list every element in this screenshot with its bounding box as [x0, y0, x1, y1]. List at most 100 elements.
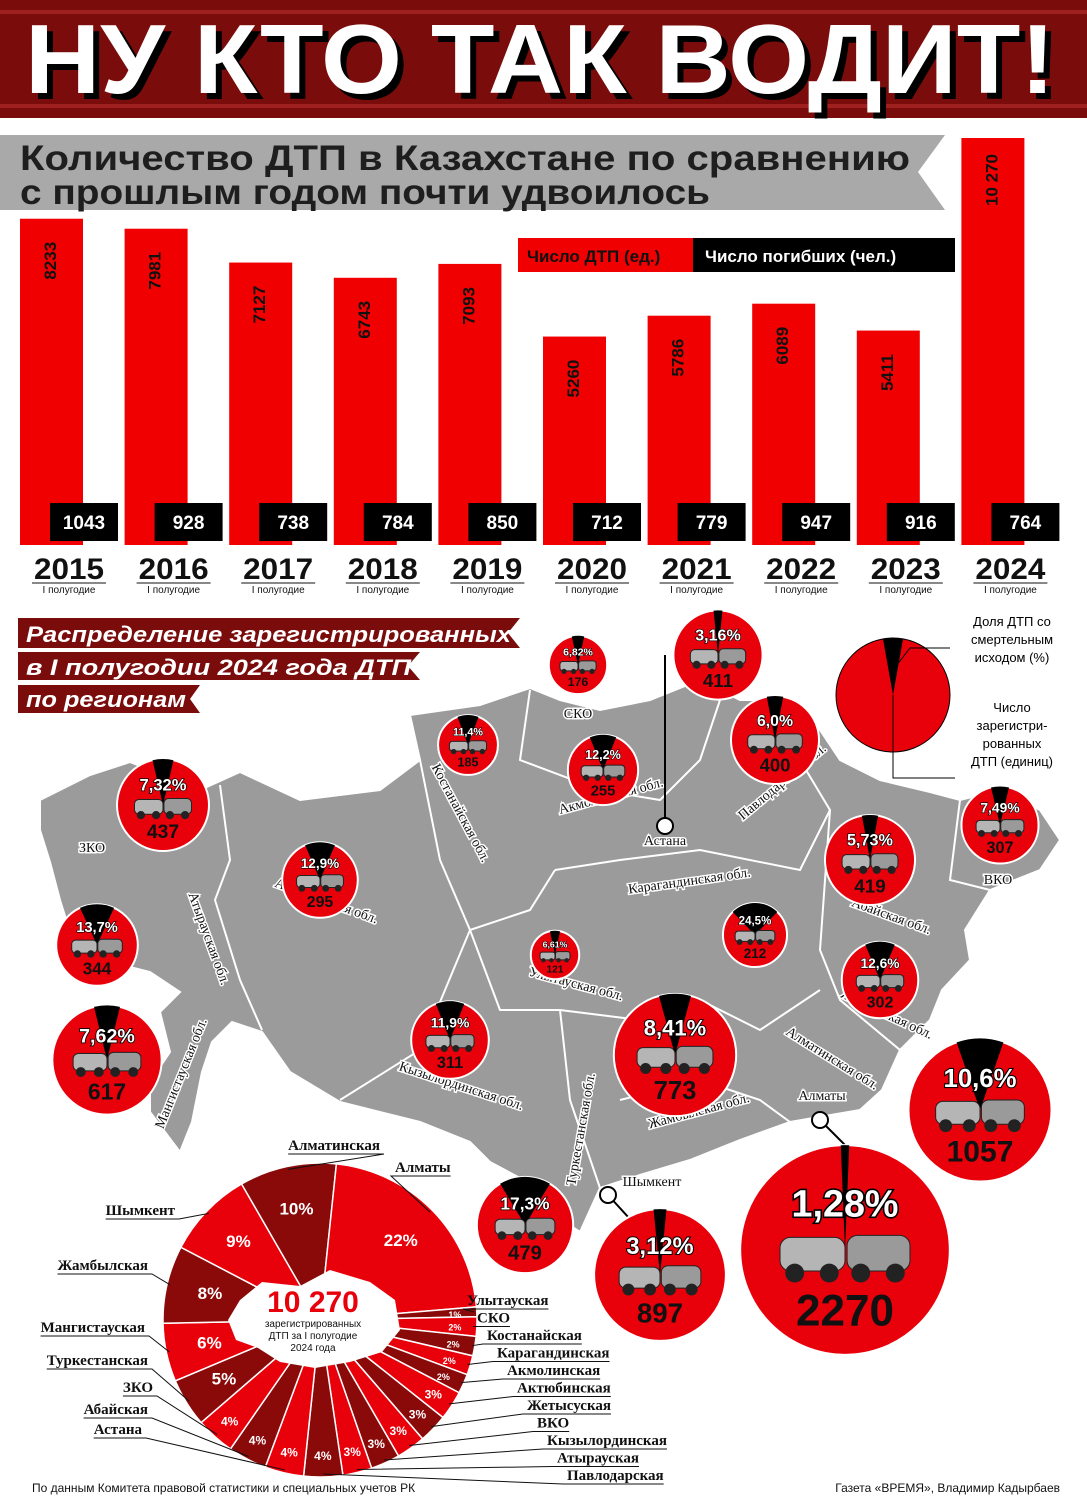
pie-category-label: Жамбылская — [58, 1258, 149, 1274]
x-tick-note: I полугодие — [356, 585, 409, 596]
car-wheel — [579, 668, 586, 675]
car — [603, 764, 626, 778]
region-marker: 7,49% 307 — [960, 785, 1040, 865]
fatal-share-wedge — [840, 1145, 850, 1250]
x-tick-label: 2019 — [452, 553, 522, 586]
fatal-share-wedge — [435, 1001, 465, 1040]
footer-source: По данным Комитета правовой статистики и… — [32, 1481, 415, 1495]
subtitle-line: Количество ДТП в Казахстане по сравнению — [20, 139, 910, 178]
region-share: 7,32% — [140, 775, 187, 794]
map-title: по регионам — [26, 687, 186, 712]
legend-swatch — [693, 238, 955, 272]
footer-credit: Газета «ВРЕМЯ», Владимир Кадырбаев — [835, 1481, 1060, 1495]
x-tick-note: I полугодие — [147, 585, 200, 596]
legend-leader — [892, 695, 955, 779]
car — [578, 660, 597, 672]
pie-leader — [46, 1368, 190, 1402]
car-wheel — [885, 1263, 905, 1283]
bar — [229, 262, 293, 545]
pie-value-label: 3% — [425, 1388, 443, 1402]
fatal-share-wedge — [571, 635, 585, 665]
region-count: 344 — [83, 958, 112, 978]
map-legend: Доля ДТП со смертельным исходом (%) Числ… — [835, 614, 1053, 779]
car-wheel — [678, 1062, 690, 1074]
death-label: 916 — [905, 513, 937, 534]
bar-value-label: 5260 — [564, 360, 583, 398]
region-count: 307 — [987, 839, 1014, 857]
fatal-share-wedge — [152, 759, 174, 805]
pie-value-label: 4% — [314, 1449, 332, 1463]
region-count: 411 — [703, 670, 733, 691]
car-wheel — [1002, 830, 1010, 837]
x-tick-label: 2017 — [243, 553, 313, 586]
region-label: СКО — [564, 707, 592, 722]
car-wheel — [450, 748, 457, 755]
bar-value-label: 7981 — [146, 252, 165, 290]
death-box — [886, 503, 955, 541]
pie-value-label: 6% — [197, 1334, 222, 1353]
border — [554, 759, 832, 872]
car-wheel — [792, 745, 801, 754]
x-tick-note: I полугодие — [566, 585, 619, 596]
pie-category-label: Жетысуская — [527, 1398, 611, 1414]
region-marker: 7,32% 437 — [116, 758, 210, 852]
fatal-share-wedge — [766, 696, 784, 740]
region-share: 12,6% — [861, 956, 900, 971]
car-wheel — [764, 745, 773, 754]
pie-center-shape — [228, 1270, 400, 1368]
region-count: 773 — [654, 1077, 697, 1105]
car-wheel — [110, 1067, 121, 1077]
car-wheel — [747, 939, 754, 945]
car-wheel — [541, 958, 546, 963]
pie-category-label: Абайская — [84, 1402, 148, 1418]
pie-value-label: 4% — [221, 1414, 239, 1428]
death-label: 712 — [591, 513, 623, 534]
pie-leader — [460, 1378, 601, 1384]
fatal-share-wedge — [956, 1038, 1004, 1110]
fatal-share-wedge — [865, 941, 895, 980]
pie-center-text: 2024 года — [290, 1343, 336, 1354]
car-wheel — [962, 1119, 976, 1133]
pie-category-label: ЗКО — [123, 1380, 153, 1396]
region-marker: 10,6% 1057 — [907, 1037, 1053, 1183]
car — [425, 1034, 451, 1049]
region-count: 400 — [760, 755, 791, 776]
region-count: 176 — [568, 675, 589, 689]
car-wheel — [334, 884, 342, 892]
map-title: в I полугодии 2024 года ДТП — [26, 655, 412, 680]
border — [948, 799, 991, 891]
region-count: 311 — [437, 1054, 463, 1072]
legend-wedge — [883, 638, 903, 695]
car — [320, 874, 344, 889]
pie-value-label: 1% — [448, 1310, 461, 1320]
car-wheel — [984, 1119, 998, 1133]
death-label: 779 — [696, 513, 728, 534]
region-share: 6,0% — [757, 713, 793, 730]
car — [718, 648, 747, 665]
border — [818, 809, 901, 1051]
car-wheel — [660, 1062, 672, 1074]
fatal-share-wedge — [457, 715, 479, 745]
car-wheel — [136, 810, 146, 820]
car — [775, 733, 803, 750]
pie-leader — [384, 1448, 667, 1461]
car-wheel — [859, 865, 868, 874]
car-wheel — [939, 1119, 953, 1133]
region-count: 479 — [508, 1243, 542, 1265]
car-wheel — [460, 748, 467, 755]
region-share: 13,7% — [76, 920, 118, 936]
region-marker: 12,6% 302 — [840, 940, 920, 1020]
x-tick-note: I полугодие — [670, 585, 723, 596]
bar — [961, 138, 1025, 545]
car — [880, 974, 905, 989]
legend-text: исходом (%) — [975, 650, 1050, 665]
death-box — [677, 503, 746, 541]
pie-category-label: Шымкент — [106, 1203, 176, 1219]
bar-value-label: 8233 — [41, 242, 60, 280]
fatal-share-wedge — [79, 904, 115, 945]
pie-value-label: 3% — [344, 1445, 362, 1459]
legend-label: Число погибших (чел.) — [705, 247, 896, 266]
pie-category-label: Туркестанская — [47, 1353, 148, 1369]
car-wheel — [465, 1045, 473, 1053]
